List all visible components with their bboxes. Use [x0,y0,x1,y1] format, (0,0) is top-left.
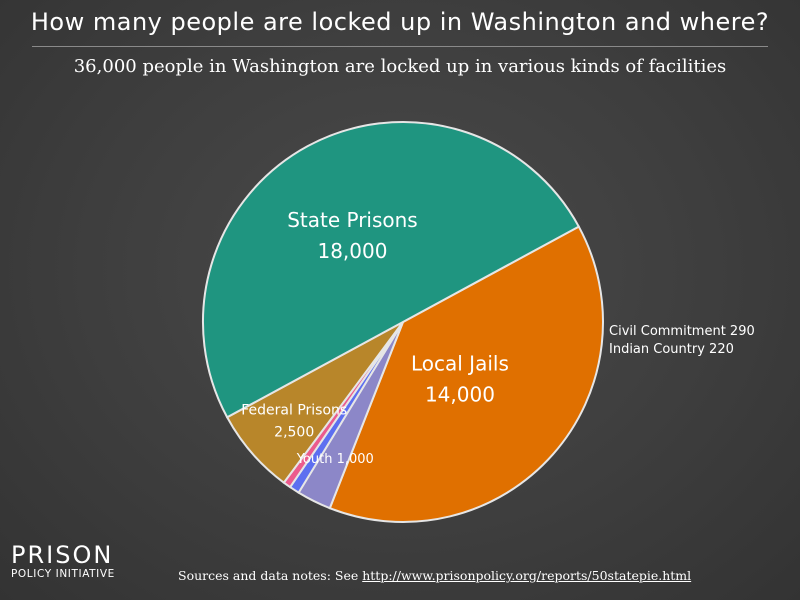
chart-subtitle: 36,000 people in Washington are locked u… [73,56,727,77]
pie-slice-state-prisons [202,121,581,419]
prison-policy-logo: PRISON POLICY INITIATIVE [11,543,115,581]
logo-main-text: PRISON [11,541,114,569]
source-prefix: Sources and data notes: See [178,568,363,583]
slice-label-civil-commitment: Civil Commitment 290 [609,324,755,339]
slice-label-federal-prisons: Federal Prisons [241,402,347,418]
slice-label-state-prisons: State Prisons [287,208,418,232]
slice-value-local-jails: 14,000 [425,382,495,406]
slice-label-local-jails: Local Jails [411,351,509,375]
pie-slice-local-jails [328,225,604,523]
slice-value-federal-prisons: 2,500 [274,425,314,441]
source-note: Sources and data notes: See http://www.p… [178,568,691,583]
logo-sub-text: POLICY INITIATIVE [11,568,115,580]
source-link[interactable]: http://www.prisonpolicy.org/reports/50st… [362,568,692,583]
slice-value-state-prisons: 18,000 [317,239,387,263]
slice-label-youth: Youth 1,000 [296,452,374,467]
title-divider [32,46,768,47]
pie-slices [202,121,604,523]
slice-label-indian-country: Indian Country 220 [609,342,734,357]
chart-title: How many people are locked up in Washing… [30,8,770,36]
pie-labels: Local Jails 14,000 Youth 1,000 Civil Commit… [241,208,754,467]
